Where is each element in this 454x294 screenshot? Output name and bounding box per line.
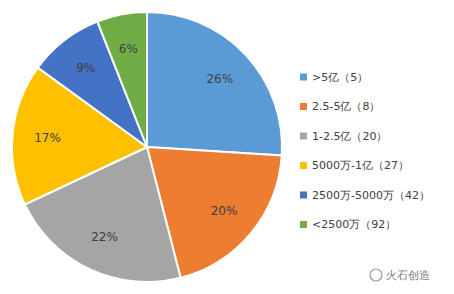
- legend-swatch: [300, 74, 307, 81]
- legend-label: <2500万（92）: [312, 218, 396, 231]
- chart: 26% 20% 22% 17% 9% 6% >5亿（5） 2.5-5亿（8） 1-2.5亿（20…: [0, 0, 454, 294]
- legend-label: 2500万-5000万（42）: [312, 189, 430, 202]
- legend-swatch: [300, 192, 307, 199]
- data-label: 9%: [76, 61, 95, 75]
- legend-swatch: [300, 133, 307, 140]
- chart-container: 26% 20% 22% 17% 9% 6% >5亿（5） 2.5-5亿（8） 1-2.5亿（20…: [0, 0, 454, 294]
- legend-swatch: [300, 221, 307, 228]
- legend-label: 2.5-5亿（8）: [312, 100, 380, 113]
- data-label: 17%: [34, 131, 61, 145]
- watermark-text: 火石创造: [386, 269, 430, 282]
- pie-slice: [147, 12, 282, 155]
- legend-label: >5亿（5）: [312, 71, 368, 84]
- data-label: 22%: [91, 230, 118, 244]
- background: [0, 0, 454, 294]
- legend-swatch: [300, 103, 307, 110]
- pie-slice: [97, 12, 147, 147]
- pie: [12, 12, 282, 282]
- data-label: 20%: [211, 204, 238, 218]
- legend: >5亿（5） 2.5-5亿（8） 1-2.5亿（20） 5000万-1亿（27） 250…: [300, 71, 430, 232]
- watermark: 火石创造: [370, 269, 430, 282]
- legend-label: 1-2.5亿（20）: [312, 130, 387, 143]
- legend-label: 5000万-1亿（27）: [312, 159, 409, 172]
- watermark-icon: [370, 269, 382, 281]
- data-label: 26%: [206, 72, 233, 86]
- data-labels: 26% 20% 22% 17% 9% 6%: [34, 42, 237, 245]
- data-label: 6%: [119, 42, 138, 56]
- legend-swatch: [300, 162, 307, 169]
